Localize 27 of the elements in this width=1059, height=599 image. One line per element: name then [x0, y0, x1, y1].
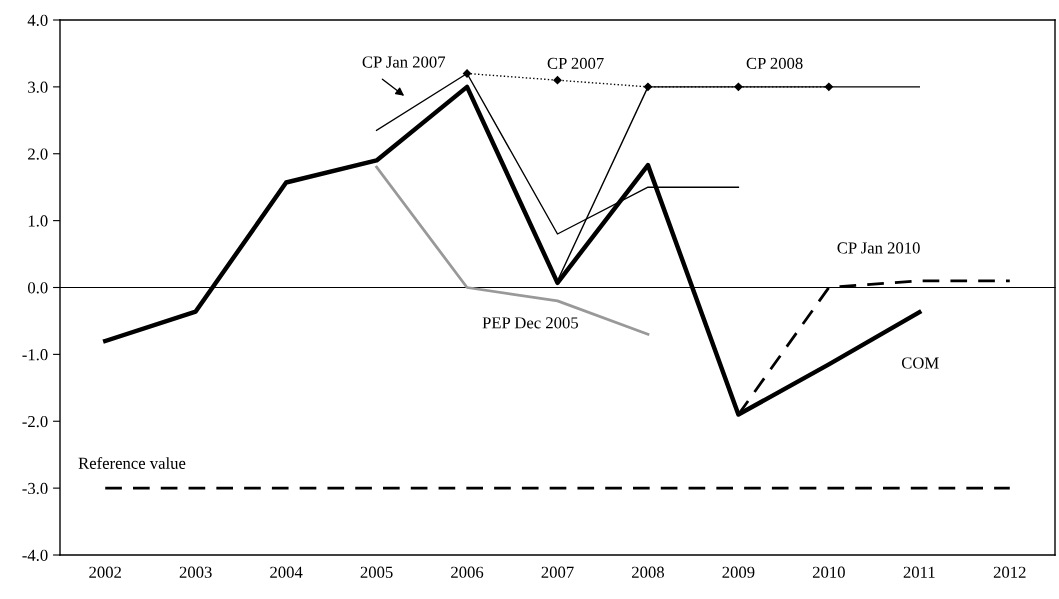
- x-tick-label: 2012: [993, 566, 1026, 578]
- series-label: PEP Dec 2005: [482, 317, 579, 329]
- x-tick-label: 2011: [903, 566, 935, 578]
- y-tick-label: 3.0: [28, 81, 48, 93]
- x-tick-label: 2008: [632, 566, 664, 578]
- series-label: Reference value: [78, 456, 186, 469]
- y-tick-label: -2.0: [22, 415, 48, 428]
- series-label: CP 2008: [746, 57, 803, 69]
- x-tick-label: 2003: [179, 566, 212, 578]
- y-tick-label: -4.0: [22, 549, 48, 562]
- series-label: CP Jan 2007: [362, 56, 446, 68]
- y-tick-label: -3.0: [22, 482, 48, 495]
- y-tick-label: 0.0: [28, 282, 48, 294]
- x-tick-label: 2002: [89, 566, 121, 578]
- x-tick-label: 2005: [360, 566, 393, 578]
- series-label: COM: [901, 357, 939, 369]
- x-tick-label: 2004: [270, 566, 303, 578]
- x-tick-label: 2007: [541, 566, 574, 578]
- x-tick-label: 2010: [812, 566, 845, 578]
- y-tick-label: 2.0: [28, 148, 48, 160]
- y-tick-label: 4.0: [27, 14, 48, 27]
- series-label: CP Jan 2010: [837, 242, 920, 254]
- x-tick-label: 2006: [451, 566, 484, 578]
- y-tick-label: -1.0: [22, 349, 48, 361]
- y-tick-label: 1.0: [28, 215, 48, 227]
- series-label: CP 2007: [547, 57, 604, 69]
- x-tick-label: 2009: [722, 566, 755, 578]
